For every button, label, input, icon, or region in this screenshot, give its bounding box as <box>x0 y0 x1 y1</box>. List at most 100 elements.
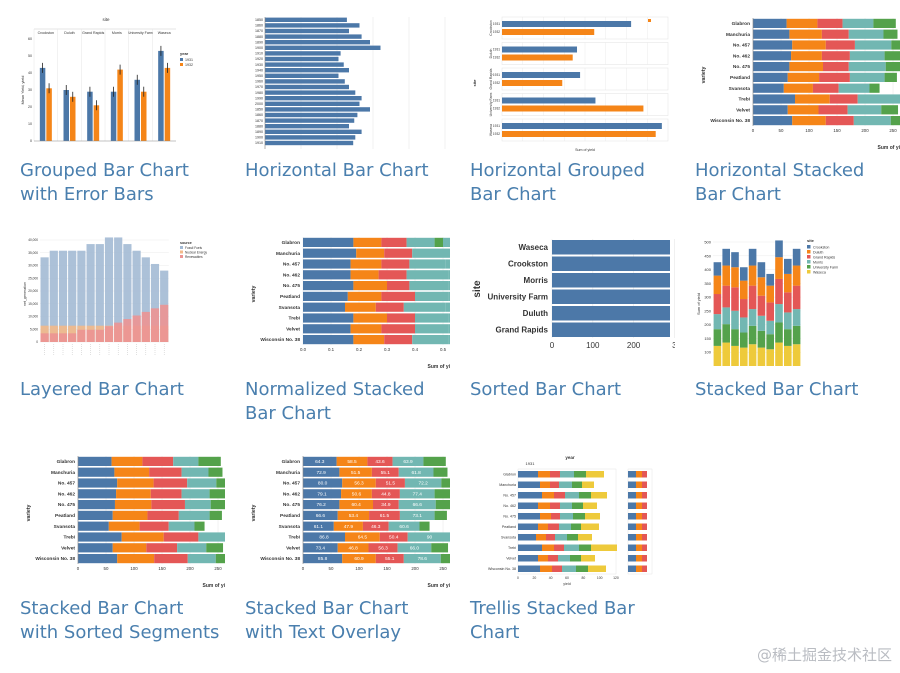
chart-bar-segment <box>825 40 855 50</box>
legend-label: Duluth <box>813 251 823 255</box>
chart-thumbnail[interactable]: 0.0 0.1 0.2 0.3 0.4 0.5 Glabron Manchuria No. 45… <box>245 234 450 372</box>
chart-title-link[interactable]: Normalized Stacked Bar Chart <box>245 379 425 424</box>
legend-swatch <box>180 246 183 249</box>
chart-bar-segment <box>572 502 583 509</box>
chart-bar <box>265 129 362 134</box>
chart-title-link[interactable]: Layered Bar Chart <box>20 379 184 400</box>
chart-title-link[interactable]: Horizontal Grouped Bar Chart <box>470 160 645 205</box>
column-label: University Farm <box>128 31 153 35</box>
chart-thumbnail[interactable]: Crookston 1931 1932 Duluth 1931 1932 Grand Rap… <box>470 15 675 153</box>
chart-bar-segment <box>434 510 447 520</box>
chart-bar-segment <box>642 513 647 520</box>
chart-bar-segment <box>303 510 338 520</box>
chart-bar-segment <box>789 62 823 72</box>
tick-label: 1931 <box>493 124 500 128</box>
chart-bar <box>265 17 347 22</box>
chart-bar <box>502 29 595 35</box>
chart-bar-segment <box>406 237 435 247</box>
watermark: @稀土掘金技术社区 <box>756 646 892 664</box>
chart-bar-segment <box>548 555 558 562</box>
chart-bar-segment <box>628 471 636 478</box>
tick-label: 0.5 <box>440 347 447 352</box>
chart-bar-segment <box>435 500 450 510</box>
chart-bar-segment <box>540 513 551 520</box>
chart-bar <box>123 244 132 342</box>
chart-bar-segment <box>178 510 210 520</box>
chart-bar-segment <box>784 329 792 346</box>
chart-title-link[interactable]: Horizontal Stacked Bar Chart <box>695 160 865 205</box>
tick-label: 1932 <box>493 132 500 136</box>
chart-bar-segment <box>576 565 588 572</box>
tick-label: Wisconsin No. 38 <box>488 567 516 571</box>
chart-thumbnail[interactable]: 0 50 100 150 200 250 Glabron Manchuria No. 457 No… <box>20 453 225 591</box>
chart-bar-segment <box>784 258 792 274</box>
chart-bar-segment <box>722 324 730 343</box>
tick-label: Manchuria <box>276 470 300 476</box>
chart-bar-segment <box>642 544 647 551</box>
chart-bar-segment <box>431 543 449 553</box>
chart-bar-segment <box>216 478 225 488</box>
tick-label: 1932 <box>493 81 500 85</box>
data-label: 90 <box>427 535 433 541</box>
chart-bar-segment <box>636 471 642 478</box>
chart-bar <box>502 123 662 129</box>
tick-label: 1890 <box>255 130 263 134</box>
data-label: 64.5 <box>358 535 368 541</box>
tick-label: 250 <box>704 308 711 313</box>
chart-bar-segment <box>740 267 748 281</box>
chart-thumbnail[interactable]: 500 450 400 350 300 250 200 150 100 Sum of yield s… <box>695 234 900 372</box>
tick-label: Duluth <box>523 309 548 318</box>
chart-bar-segment <box>550 502 560 509</box>
chart-bar-segment <box>303 532 345 542</box>
facet-label: Waseca <box>489 124 493 136</box>
chart-bar <box>77 250 86 342</box>
chart-thumbnail[interactable]: 0 100 200 3 Waseca Crookston Morris University … <box>470 234 675 372</box>
chart-title-link[interactable]: Trellis Stacked Bar Chart <box>470 598 635 643</box>
chart-bar-segment <box>731 267 739 288</box>
tick-label: 100 <box>597 576 603 580</box>
chart-title-link[interactable]: Stacked Bar Chart <box>695 379 859 400</box>
chart-bar-segment <box>567 534 578 541</box>
tick-label: 1940 <box>255 68 263 72</box>
data-label: 66.0 <box>410 545 420 551</box>
tick-label: 350 <box>704 281 711 286</box>
chart-bar-segment <box>78 478 118 488</box>
tick-label: 1930 <box>255 63 263 67</box>
tick-label: No. 457 <box>58 481 75 487</box>
panel-title: 1931 <box>526 461 536 466</box>
chart-thumbnail[interactable]: 0 50 100 150 200 250 Glabron 64.3 58.5 43.6 63.9 Ma… <box>245 453 450 591</box>
data-label: 50.6 <box>352 491 362 497</box>
chart-bar-segment <box>518 544 542 551</box>
legend-title: source <box>180 241 192 245</box>
chart-bar-segment <box>409 281 449 291</box>
chart-bar-segment <box>740 347 748 366</box>
chart-bar-segment <box>147 510 179 520</box>
tick-label: 60 <box>28 37 32 41</box>
chart-bar-segment <box>387 313 415 323</box>
chart-bar-segment <box>375 302 404 312</box>
chart-title-link[interactable]: Stacked Bar Chart with Text Overlay <box>245 598 409 643</box>
chart-thumbnail[interactable]: 1850 1860 1870 1880 1890 1900 1910 1920 1930 1940… <box>245 15 450 153</box>
tick-label: Peatland <box>280 294 300 300</box>
legend-swatch <box>648 19 651 22</box>
chart-bar-segment <box>362 521 389 531</box>
chart-bar-segment <box>443 248 450 258</box>
chart-bar-segment <box>406 270 449 280</box>
chart-bar-segment <box>538 471 550 478</box>
chart-bar-segment <box>303 335 354 345</box>
chart-bar-segment <box>753 40 793 50</box>
legend-swatch <box>807 260 811 264</box>
chart-title-link[interactable]: Stacked Bar Chart with Sorted Segments <box>20 598 220 643</box>
chart-thumbnail[interactable]: 40,000 35,000 30,000 25,000 20,000 15,000 10,0… <box>20 234 225 372</box>
tick-label: No. 475 <box>283 283 300 289</box>
chart-bar-segment <box>740 299 748 318</box>
chart-bar-segment <box>753 105 788 115</box>
chart-bar-segment <box>792 265 801 286</box>
chart-title-link[interactable]: Horizontal Bar Chart <box>245 160 429 181</box>
chart-thumbnail[interactable]: 0 50 100 150 200 250 Glabron Manchuria No. 457 No… <box>695 15 900 153</box>
chart-title-link[interactable]: Sorted Bar Chart <box>470 379 622 400</box>
chart-title-link[interactable]: Grouped Bar Chart with Error Bars <box>20 160 189 205</box>
chart-thumbnail[interactable]: site Crookston Duluth Grand Rapids Morris Uni… <box>20 15 225 153</box>
chart-thumbnail[interactable]: year 1931 Glabron Manchuria No. 457 No. 462 No… <box>470 453 675 591</box>
chart-bar <box>164 67 171 141</box>
